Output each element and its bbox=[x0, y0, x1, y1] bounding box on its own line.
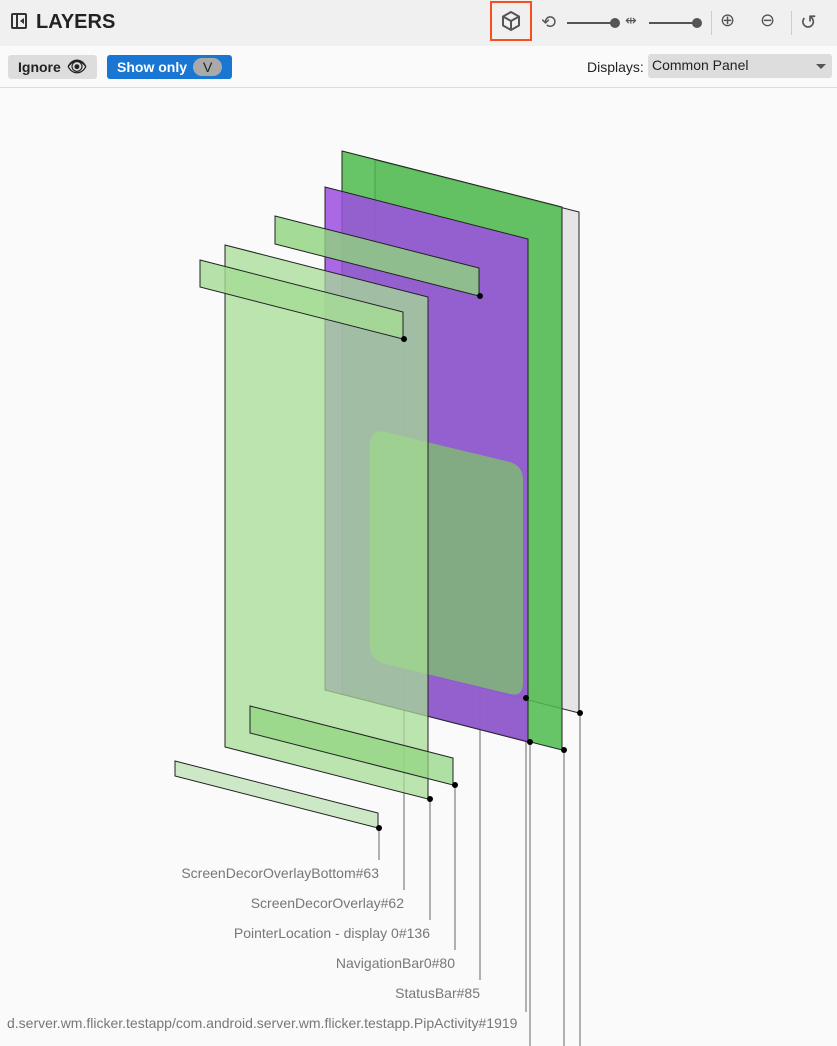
layer-label[interactable]: ScreenDecorOverlayBottom#63 bbox=[181, 865, 379, 881]
filter-bar: Ignore 👁 Show only V Displays: Common Pane… bbox=[0, 46, 837, 88]
spacing-slider-handle[interactable] bbox=[692, 18, 702, 28]
cube-3d-icon[interactable] bbox=[490, 1, 532, 41]
spacing-icon: ⇹ bbox=[625, 12, 637, 28]
collapse-panel-icon[interactable] bbox=[11, 13, 27, 29]
rotation-icon: ⟲ bbox=[541, 12, 557, 32]
zoom-out-icon[interactable]: ⊖ bbox=[760, 10, 776, 30]
spacing-slider[interactable] bbox=[649, 22, 697, 24]
divider bbox=[791, 11, 792, 35]
displays-select[interactable]: Common Panel bbox=[648, 54, 832, 78]
rotation-slider-handle[interactable] bbox=[610, 18, 620, 28]
show-only-chip[interactable]: V bbox=[193, 58, 223, 76]
displays-label: Displays: bbox=[587, 59, 644, 75]
layer-label[interactable]: d.server.wm.flicker.testapp/com.android.… bbox=[7, 1015, 518, 1031]
reset-history-icon[interactable]: ↺ bbox=[800, 12, 817, 34]
header: LAYERS ⟲ ⇹ ⊕ ⊖ ↺ bbox=[0, 0, 837, 46]
ignore-button[interactable]: Ignore 👁 bbox=[8, 55, 98, 79]
rotation-slider[interactable] bbox=[567, 22, 615, 24]
layer-label[interactable]: ScreenDecorOverlay#62 bbox=[250, 895, 404, 911]
eye-icon: 👁 bbox=[66, 59, 88, 76]
show-only-button[interactable]: Show only V bbox=[107, 55, 233, 79]
panel-title: LAYERS bbox=[36, 11, 116, 33]
ignore-label: Ignore bbox=[18, 59, 61, 75]
layer-label[interactable]: NavigationBar0#80 bbox=[335, 955, 455, 971]
divider bbox=[711, 11, 712, 35]
layer-label[interactable]: StatusBar#85 bbox=[395, 985, 480, 1001]
layer-label[interactable]: PointerLocation - display 0#136 bbox=[233, 925, 430, 941]
show-only-label: Show only bbox=[117, 59, 187, 75]
zoom-in-icon[interactable]: ⊕ bbox=[720, 10, 736, 30]
